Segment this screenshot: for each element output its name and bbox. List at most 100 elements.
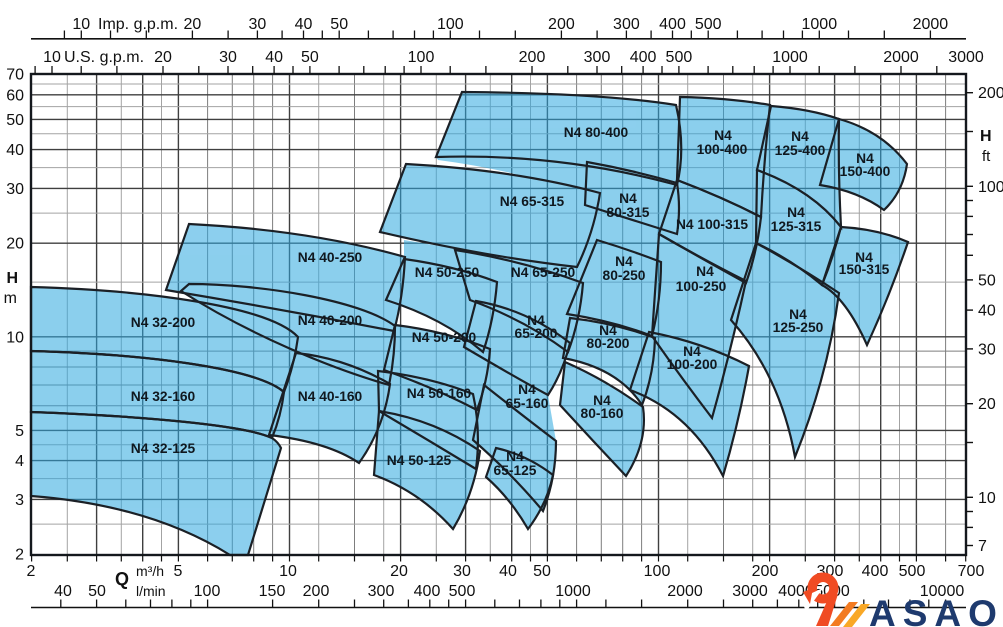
svg-text:100: 100 (194, 583, 221, 600)
svg-text:N4 40-200: N4 40-200 (298, 313, 363, 328)
svg-text:70: 70 (6, 67, 24, 84)
svg-text:N4: N4 (714, 128, 732, 143)
svg-text:4000: 4000 (778, 583, 814, 600)
svg-text:20: 20 (6, 236, 24, 253)
svg-text:400: 400 (630, 49, 657, 66)
svg-text:30: 30 (219, 49, 237, 66)
svg-text:10: 10 (72, 16, 90, 33)
svg-text:2000: 2000 (913, 16, 949, 33)
svg-text:200: 200 (519, 49, 546, 66)
svg-text:N4 50-160: N4 50-160 (407, 386, 472, 401)
svg-text:30: 30 (453, 563, 471, 580)
svg-text:N4 40-250: N4 40-250 (298, 250, 363, 265)
svg-text:50: 50 (301, 49, 319, 66)
svg-text:10: 10 (43, 49, 61, 66)
svg-text:1000: 1000 (802, 16, 838, 33)
svg-text:N4: N4 (527, 313, 545, 328)
svg-text:N4: N4 (789, 307, 807, 322)
svg-text:100: 100 (437, 16, 464, 33)
svg-text:10: 10 (279, 563, 297, 580)
svg-text:30: 30 (6, 181, 24, 198)
svg-text:500: 500 (449, 583, 476, 600)
svg-text:2000: 2000 (883, 49, 919, 66)
svg-text:N4: N4 (593, 393, 611, 408)
svg-text:50: 50 (978, 272, 996, 289)
svg-text:100-200: 100-200 (667, 357, 718, 372)
svg-text:2: 2 (27, 563, 36, 580)
svg-text:500: 500 (899, 563, 926, 580)
svg-text:500: 500 (695, 16, 722, 33)
svg-text:N4 32-160: N4 32-160 (131, 389, 196, 404)
svg-text:40: 40 (295, 16, 313, 33)
svg-text:50: 50 (88, 583, 106, 600)
svg-text:N4 32-125: N4 32-125 (131, 441, 196, 456)
svg-text:200: 200 (548, 16, 575, 33)
svg-text:700: 700 (958, 563, 985, 580)
svg-text:20: 20 (978, 396, 996, 413)
svg-text:5: 5 (174, 563, 183, 580)
svg-text:125-315: 125-315 (771, 219, 822, 234)
svg-text:200: 200 (978, 85, 1003, 102)
svg-text:50: 50 (533, 563, 551, 580)
svg-text:Imp. g.p.m.: Imp. g.p.m. (98, 16, 178, 33)
svg-text:ft: ft (982, 148, 991, 165)
svg-text:H: H (6, 270, 18, 287)
svg-text:3: 3 (15, 492, 24, 509)
svg-text:80-250: 80-250 (603, 268, 646, 283)
svg-text:40: 40 (54, 583, 72, 600)
svg-text:N4: N4 (619, 191, 637, 206)
svg-text:125-400: 125-400 (775, 143, 826, 158)
svg-text:N4 40-160: N4 40-160 (298, 389, 363, 404)
svg-text:40: 40 (6, 142, 24, 159)
svg-text:5: 5 (15, 423, 24, 440)
svg-text:10: 10 (6, 329, 24, 346)
svg-text:65-200: 65-200 (515, 326, 558, 341)
svg-text:2000: 2000 (667, 583, 703, 600)
svg-text:N4: N4 (683, 344, 701, 359)
svg-text:N4 100-315: N4 100-315 (676, 217, 748, 232)
svg-text:1000: 1000 (555, 583, 591, 600)
svg-text:40: 40 (978, 303, 996, 320)
svg-text:N4 80-400: N4 80-400 (564, 125, 629, 140)
svg-text:10000: 10000 (920, 583, 965, 600)
svg-text:80-200: 80-200 (587, 336, 630, 351)
svg-text:H: H (980, 128, 992, 145)
svg-text:m: m (4, 290, 17, 307)
svg-text:N4: N4 (787, 205, 805, 220)
svg-text:N4 65-250: N4 65-250 (511, 265, 576, 280)
svg-text:N4 65-315: N4 65-315 (500, 194, 565, 209)
svg-text:N4: N4 (506, 449, 524, 464)
svg-text:200: 200 (303, 583, 330, 600)
svg-text:300: 300 (584, 49, 611, 66)
svg-text:50: 50 (330, 16, 348, 33)
svg-text:m³/h: m³/h (136, 563, 164, 579)
svg-text:300: 300 (368, 583, 395, 600)
svg-text:N4: N4 (615, 254, 633, 269)
svg-text:100: 100 (978, 179, 1003, 196)
svg-text:65-125: 65-125 (494, 463, 537, 478)
svg-text:100: 100 (644, 563, 671, 580)
svg-text:30: 30 (978, 341, 996, 358)
svg-text:3000: 3000 (948, 49, 984, 66)
svg-text:200: 200 (752, 563, 779, 580)
svg-text:30: 30 (249, 16, 267, 33)
svg-text:3000: 3000 (732, 583, 768, 600)
svg-text:N4: N4 (791, 129, 809, 144)
svg-text:125-250: 125-250 (773, 320, 824, 335)
svg-text:400: 400 (862, 563, 889, 580)
svg-text:60: 60 (6, 87, 24, 104)
svg-text:400: 400 (659, 16, 686, 33)
svg-text:N4 50-125: N4 50-125 (387, 453, 452, 468)
svg-text:N4: N4 (518, 382, 536, 397)
svg-text:l/min: l/min (136, 583, 166, 599)
svg-text:300: 300 (613, 16, 640, 33)
svg-text:N4 50-250: N4 50-250 (415, 265, 480, 280)
svg-text:65-160: 65-160 (506, 396, 549, 411)
svg-text:100-250: 100-250 (676, 279, 727, 294)
svg-text:100: 100 (408, 49, 435, 66)
svg-text:80-315: 80-315 (607, 205, 650, 220)
svg-text:50: 50 (6, 112, 24, 129)
svg-text:400: 400 (414, 583, 441, 600)
svg-text:150-315: 150-315 (839, 262, 890, 277)
svg-text:150: 150 (259, 583, 286, 600)
